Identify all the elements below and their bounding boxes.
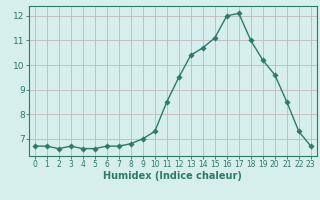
X-axis label: Humidex (Indice chaleur): Humidex (Indice chaleur) [103, 171, 242, 181]
